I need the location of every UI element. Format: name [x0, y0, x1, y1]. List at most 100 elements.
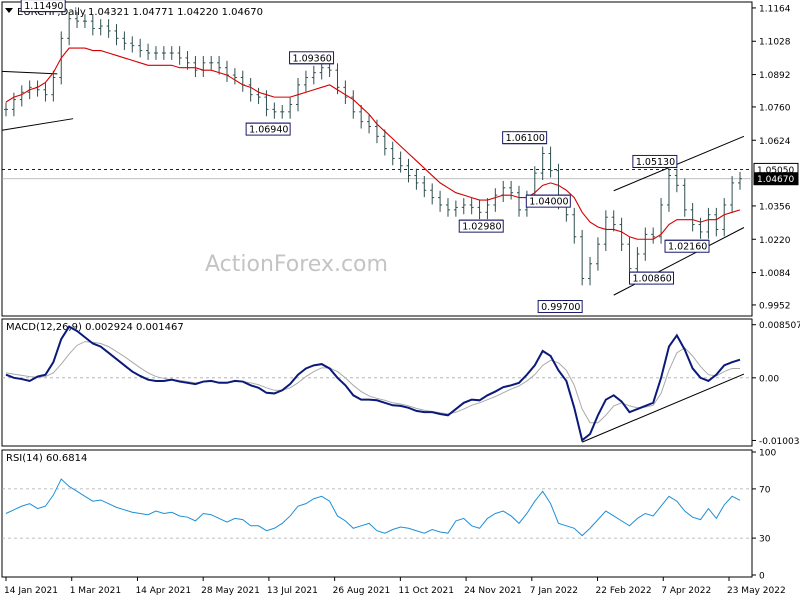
annotation-label: 1.02160: [664, 239, 710, 253]
price-bar: [280, 104, 285, 119]
macd-trendline: [581, 373, 745, 443]
ohlc-values: 1.04321 1.04771 1.04220 1.04670: [88, 7, 263, 18]
price-bar: [98, 19, 103, 36]
price-bar: [185, 51, 190, 70]
x-tick-label: 24 Nov 2021: [464, 586, 522, 596]
svg-text:1.06100: 1.06100: [506, 133, 545, 144]
annotation-label: 1.11490: [20, 0, 66, 13]
price-bar: [161, 46, 166, 60]
price-bar: [469, 198, 474, 215]
price-bar: [390, 141, 395, 166]
price-bar: [106, 19, 111, 38]
price-bar: [256, 87, 261, 104]
price-bar: [75, 11, 80, 29]
price-bar: [177, 46, 182, 65]
price-bar: [509, 180, 514, 200]
price-annotations: 1.11490 1.09360 1.06940 1.06100 1.02980 1.040…: [20, 0, 710, 314]
price-bar: [572, 207, 577, 244]
resistance-line: [2, 169, 752, 180]
x-tick-label: 11 Oct 2021: [398, 586, 454, 596]
x-tick-label: 7 Apr 2022: [661, 586, 711, 596]
left-upper-line: [2, 70, 58, 75]
price-bar: [588, 256, 593, 286]
x-tick-label: 7 Jan 2022: [530, 586, 578, 596]
price-y-tick-label: 1.1164: [759, 4, 791, 14]
price-bar: [461, 198, 466, 215]
price-bar: [288, 97, 293, 119]
svg-text:1.04670: 1.04670: [757, 175, 794, 185]
rsi-line: [5, 478, 741, 537]
svg-text:1.05050: 1.05050: [757, 166, 794, 176]
rsi-y-tick-label: 70: [759, 485, 771, 495]
rsi-y-tick-label: 30: [759, 535, 771, 545]
macd-lines: [5, 325, 745, 443]
x-tick-label: 14 Jan 2021: [4, 586, 58, 596]
macd-title: MACD(12,26,9) 0.002924 0.001467: [6, 322, 184, 333]
price-bar: [209, 55, 214, 70]
price-bar: [122, 31, 127, 51]
svg-text:1.06940: 1.06940: [249, 125, 288, 136]
price-bar: [453, 200, 458, 217]
left-lower-line: [1, 118, 74, 131]
channel-upper-line: [613, 135, 745, 192]
price-bar: [248, 78, 253, 102]
svg-text:1.02980: 1.02980: [462, 222, 501, 233]
price-bar: [690, 202, 695, 232]
price-bars: [4, 11, 742, 286]
price-bar: [4, 102, 8, 117]
annotation-label: 0.99700: [537, 300, 583, 314]
collapse-arrow-icon[interactable]: [5, 8, 13, 13]
price-bar: [738, 171, 742, 190]
price-bar: [138, 38, 143, 58]
svg-text:1.05130: 1.05130: [636, 157, 675, 168]
current-price-tag: 1.04670: [753, 172, 799, 186]
svg-text:1.04000: 1.04000: [529, 197, 568, 208]
price-bar: [51, 70, 56, 102]
rsi-panel: [1, 449, 753, 578]
x-tick-label: 23 May 2022: [727, 586, 786, 596]
price-bar: [659, 198, 664, 244]
price-y-tick-label: 1.0220: [759, 236, 791, 246]
macd-y-tick-label: -0.010034: [759, 437, 800, 447]
price-bar: [714, 207, 719, 237]
annotation-label: 1.06100: [502, 131, 548, 145]
price-bar: [43, 82, 48, 102]
price-bar: [303, 70, 308, 92]
svg-text:0.99700: 0.99700: [541, 302, 580, 313]
price-bar: [485, 198, 490, 220]
price-y-tick-label: 1.0624: [759, 137, 791, 147]
macd-signal-line: [5, 341, 740, 424]
price-bar: [169, 46, 174, 60]
annotation-label: 1.00860: [629, 271, 675, 285]
price-bar: [272, 102, 277, 119]
x-tick-label: 26 Aug 2021: [333, 586, 391, 596]
price-bar: [611, 210, 616, 232]
price-bar: [477, 200, 482, 220]
rsi-y-tick-label: 100: [759, 449, 776, 459]
x-tick-label: 13 Jul 2021: [267, 586, 318, 596]
macd-y-tick-label: 0.008507: [759, 321, 800, 331]
price-bar: [651, 227, 656, 244]
x-tick-label: 22 Feb 2022: [596, 586, 652, 596]
price-bar: [627, 237, 632, 276]
price-bar: [430, 183, 435, 205]
annotation-label: 1.02980: [458, 219, 504, 233]
ma-series-line: [5, 47, 741, 240]
price-bar: [90, 14, 95, 36]
price-bar: [438, 190, 443, 212]
moving-average-line: [5, 47, 741, 240]
price-bar: [382, 129, 387, 156]
price-bar: [517, 185, 522, 217]
price-bar: [406, 158, 411, 183]
price-bar: [19, 85, 24, 107]
price-bar: [232, 68, 237, 85]
price-y-tick-label: 0.9952: [759, 301, 791, 311]
price-bar: [666, 168, 671, 212]
price-bar: [335, 63, 340, 95]
price-y-tick-label: 1.1028: [759, 38, 791, 48]
annotation-label: 1.09360: [289, 51, 335, 65]
x-tick-label: 1 Mar 2021: [70, 586, 121, 596]
x-axis: 14 Jan 2021 1 Mar 2021 14 Apr 2021 28 May 2…: [4, 577, 786, 596]
price-bar: [422, 176, 427, 198]
